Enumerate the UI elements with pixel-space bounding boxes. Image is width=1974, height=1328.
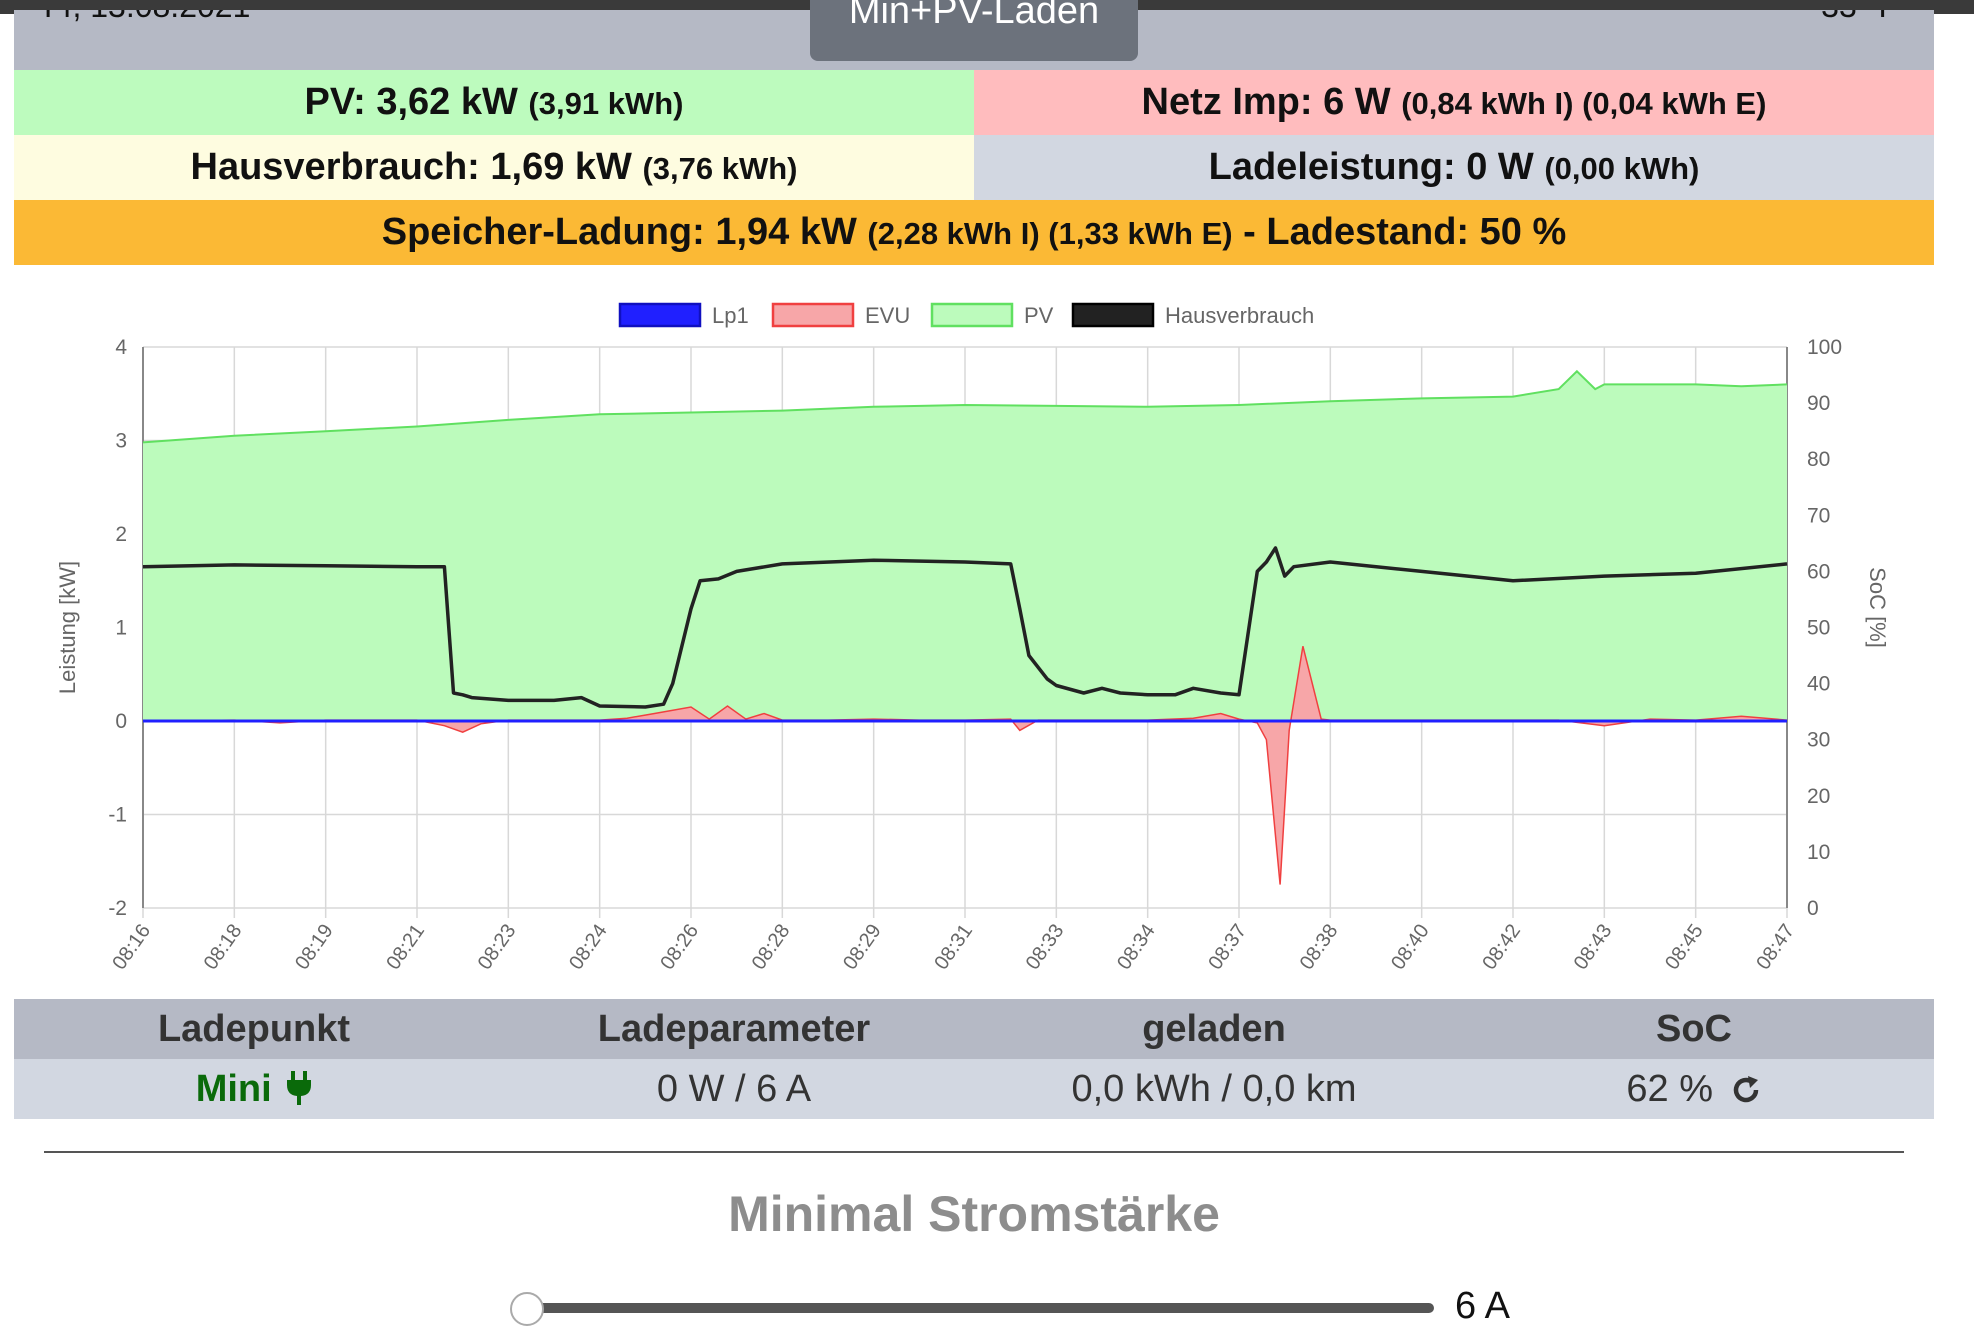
x-tick-label: 08:28 (748, 920, 795, 974)
x-tick-label: 08:24 (565, 920, 612, 974)
refresh-icon[interactable] (1730, 1074, 1762, 1106)
grid-energy: (0,84 kWh I) (0,04 kWh E) (1401, 86, 1767, 121)
x-tick-label: 08:38 (1296, 920, 1343, 974)
y-tick-label: 0 (115, 710, 127, 733)
house-power: Hausverbrauch: 1,69 kW (190, 146, 632, 188)
y2-tick-label: 10 (1807, 841, 1830, 864)
charging-energy: (0,00 kWh) (1544, 151, 1700, 186)
house-consumption-status: Hausverbrauch: 1,69 kW (3,76 kWh) (14, 135, 974, 200)
legend-label-pv: PV (1024, 303, 1054, 328)
y-tick-label: 3 (115, 430, 127, 453)
grid-power: Netz Imp: 6 W (1141, 81, 1391, 123)
legend-swatch-lp1 (618, 302, 702, 328)
battery-status: Speicher-Ladung: 1,94 kW (2,28 kWh I) (1… (14, 200, 1934, 265)
x-tick-label: 08:19 (291, 920, 338, 974)
charging-power-status: Ladeleistung: 0 W (0,00 kWh) (974, 135, 1934, 200)
pv-area (143, 371, 1787, 721)
min-current-slider-handle[interactable] (510, 1292, 544, 1326)
charge-point-table-header: Ladepunkt Ladeparameter geladen SoC (14, 999, 1934, 1059)
y-tick-label: -2 (108, 897, 127, 920)
battery-energy: (2,28 kWh I) (1,33 kWh E) (867, 216, 1233, 251)
section-divider (44, 1151, 1904, 1153)
y-tick-label: -1 (108, 804, 127, 827)
y2-tick-label: 20 (1807, 785, 1830, 808)
y2-tick-label: 50 (1807, 617, 1830, 640)
x-tick-label: 08:45 (1661, 920, 1708, 974)
y2-tick-label: 90 (1807, 392, 1830, 415)
header-ladeparameter: Ladeparameter (597, 1008, 871, 1050)
x-tick-label: 08:40 (1387, 920, 1434, 974)
charge-point-name[interactable]: Mini (195, 1068, 272, 1110)
y2-tick-label: 70 (1807, 504, 1830, 527)
x-tick-label: 08:26 (656, 920, 703, 974)
hausverbrauch-line (142, 546, 1788, 709)
y2-axis-title: SoC [%] (1865, 567, 1890, 648)
y2-tick-label: 0 (1807, 897, 1819, 920)
x-tick-label: 08:18 (200, 920, 247, 974)
x-tick-label: 08:29 (839, 920, 886, 974)
battery-soc: - Ladestand: 50 % (1243, 211, 1567, 253)
legend-swatch-pv (930, 302, 1014, 328)
header-geladen: geladen (1142, 1008, 1286, 1050)
pv-energy: (3,91 kWh) (528, 86, 684, 121)
charge-parameters: 0 W / 6 A (656, 1068, 812, 1110)
x-tick-label: 08:33 (1022, 920, 1069, 974)
battery-power: Speicher-Ladung: 1,94 kW (381, 211, 857, 253)
temperature-display: 33 °F (1821, 10, 1898, 25)
legend-swatch-evu (771, 302, 855, 328)
y2-tick-label: 80 (1807, 448, 1830, 471)
plug-icon (287, 1071, 312, 1105)
charging-power: Ladeleistung: 0 W (1208, 146, 1534, 188)
y-axis-title: Leistung [kW] (55, 561, 80, 694)
vehicle-soc: 62 % (1626, 1068, 1714, 1110)
y2-tick-label: 100 (1807, 336, 1842, 359)
x-tick-label: 08:43 (1570, 920, 1617, 974)
x-tick-label: 08:42 (1478, 920, 1525, 974)
min-current-slider-track[interactable] (520, 1303, 1434, 1313)
header-soc: SoC (1656, 1008, 1732, 1050)
y2-tick-label: 60 (1807, 560, 1830, 583)
date-display: Fr, 13.08.2021 (44, 10, 250, 25)
soc-cell: 62 % (1454, 1059, 1934, 1119)
x-tick-label: 08:21 (382, 920, 429, 974)
charged-amount: 0,0 kWh / 0,0 km (1071, 1068, 1357, 1110)
y2-tick-label: 40 (1807, 673, 1830, 696)
x-tick-label: 08:37 (1204, 920, 1251, 974)
pv-status: PV: 3,62 kW (3,91 kWh) (14, 70, 974, 135)
min-current-title: Minimal Stromstärke (728, 1186, 1220, 1242)
x-tick-label: 08:16 (108, 920, 155, 974)
legend-label-evu: EVU (865, 303, 910, 328)
house-energy: (3,76 kWh) (642, 151, 798, 186)
charge-mode-button[interactable]: Min+PV-Laden (810, 0, 1138, 61)
pv-line (142, 369, 1788, 444)
y-tick-label: 2 (115, 523, 127, 546)
grid-status: Netz Imp: 6 W (0,84 kWh I) (0,04 kWh E) (974, 70, 1934, 135)
x-tick-label: 08:34 (1113, 920, 1160, 974)
legend-swatch-hausverbrauch (1071, 302, 1155, 328)
min-current-value: 6 A (1455, 1285, 1510, 1327)
x-tick-label: 08:23 (474, 920, 521, 974)
x-tick-label: 08:47 (1752, 920, 1799, 974)
y-tick-label: 1 (115, 617, 127, 640)
x-tick-label: 08:31 (930, 920, 977, 974)
charge-point-row: Mini 0 W / 6 A 0,0 kWh / 0,0 km 62 % (14, 1059, 1934, 1119)
header-ladepunkt: Ladepunkt (157, 1008, 351, 1050)
legend-label-lp1: Lp1 (712, 303, 749, 328)
y-tick-label: 4 (115, 336, 127, 359)
y2-tick-label: 30 (1807, 729, 1830, 752)
pv-power: PV: 3,62 kW (304, 81, 518, 123)
ladepunkt-cell[interactable]: Mini (14, 1059, 494, 1119)
legend-label-hausverbrauch: Hausverbrauch (1165, 303, 1314, 328)
